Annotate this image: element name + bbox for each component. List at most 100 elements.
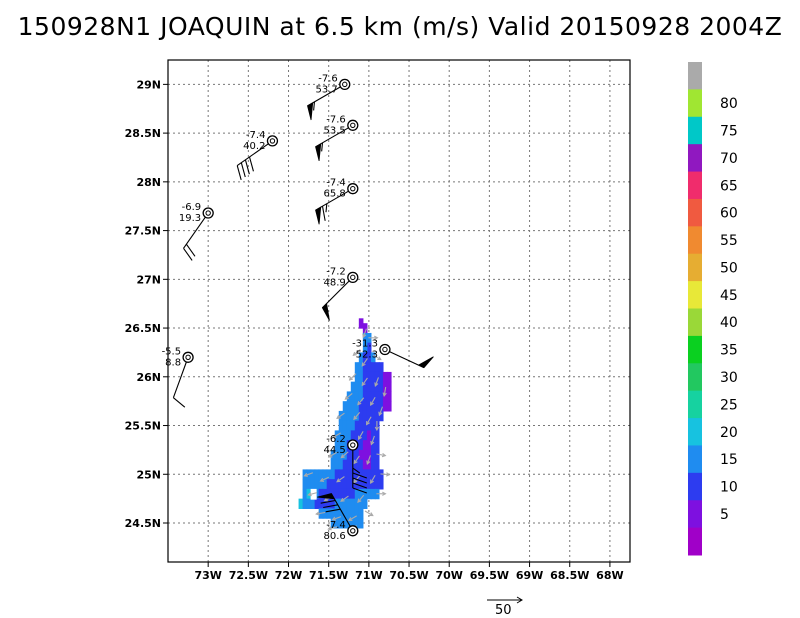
wind-field-cell [330,488,336,500]
colorbar-label: 20 [720,425,738,441]
station-circle [379,343,391,356]
station-temperature: -7.4 [246,130,266,141]
wind-field-cell [354,508,360,519]
y-tick-label: 28.5N [125,127,161,140]
x-tick-label: 70.5W [389,569,428,582]
station-dot [350,274,356,281]
colorbar-segment [688,363,702,392]
wind-field-cell [370,401,376,412]
wind-field-cell [366,449,372,461]
wind-field-cell [370,479,376,490]
wind-field-cell [354,420,360,432]
x-tick-label: 72W [275,569,302,582]
wind-field-cell [358,362,364,373]
colorbar-segment [688,171,702,200]
wind-field-arrow [308,492,318,496]
wind-field-arrow-head [370,479,374,485]
wind-barb-feather [352,487,367,494]
wind-field-cell [370,449,376,461]
wind-field-arrow [328,526,338,530]
wind-field-cell [366,352,372,363]
wind-field-arrow [370,435,375,445]
wind-field-cell [358,352,364,363]
colorbar-label: 80 [720,96,738,112]
wind-field-cell [362,342,368,354]
colorbar-segment [688,472,702,501]
wind-field-cell [358,469,364,480]
wind-field-cell [318,469,324,480]
wind-field-cell [326,479,332,490]
wind-field-arrow-head [336,414,341,420]
wind-field-cell [346,430,352,441]
wind-field-arrow-head [340,454,345,459]
wind-field-arrow [380,473,390,476]
wind-field-arrow-head [357,401,362,406]
wind-field-arrow-head [382,392,387,397]
wind-field-cell [362,459,368,470]
wind-field-cell [386,401,392,412]
wind-field-gap [310,488,317,500]
wind-barb-staff [236,143,269,167]
colorbar-label: 40 [720,315,738,331]
wind-field-cell [358,401,364,412]
colorbar-segment [688,144,702,173]
reference-arrow-head [516,596,523,604]
colorbar: 5 10 15 20 25 30 35 40 45 50 55 60 65 70 75 80 [688,62,738,556]
wind-field-arrow [370,474,376,484]
wind-field-cell [374,430,380,441]
wind-field-cell [362,420,368,432]
wind-field-cell [314,469,320,480]
wind-field-arrow [332,516,342,521]
wind-field-cell [370,440,376,451]
y-tick-label: 29N [136,78,161,91]
wind-field-cell [378,391,384,402]
station-dot [185,354,191,361]
wind-field-cell [350,420,356,432]
wind-field-cell [358,518,364,529]
y-tick-label: 28N [136,176,161,189]
wind-field-cell [354,498,360,509]
wind-field-cell [354,371,360,383]
wind-field-arrow-head [307,492,312,497]
colorbar-segment [688,308,702,337]
wind-field-cell [362,440,368,451]
wind-field-cell [330,459,336,470]
wind-field-cell [370,420,376,432]
grid-lines [168,60,630,562]
wind-field-cell [350,430,356,441]
x-tick-label: 68W [596,569,623,582]
wind-barb-feather [240,162,246,178]
wind-field-cell [314,488,320,500]
wind-field-cell [362,371,368,383]
wind-field-cell [382,371,388,383]
x-tick-label: 72.5W [229,569,268,582]
wind-field-cell [370,391,376,402]
wind-field-arrow-head [370,440,375,446]
wind-field-cell [330,508,336,519]
wind-field-cell [370,352,376,363]
station-wind-speed: 40.2 [243,141,265,152]
plot-frame [167,59,631,563]
wind-field-arrow-head [353,415,358,421]
wind-field-cell [346,410,352,422]
wind-field-arrow-head [382,491,387,496]
wind-field-cell [350,410,356,422]
wind-field-cell [342,469,348,480]
wind-barb-pennant [317,493,336,500]
reference-vector: 50 [487,596,523,618]
wind-field-arrow-head [362,333,367,339]
wind-field-cell [354,391,360,402]
wind-field-cell [362,449,368,461]
wind-barb-feather [236,165,242,181]
wind-field-arrow [364,510,374,516]
chart-title: 150928N1 JOAQUIN at 6.5 km (m/s) Valid 2… [17,12,783,41]
wind-field-cell [342,508,348,519]
wind-barb-feather [248,156,254,172]
wind-field-arrow [336,476,345,483]
wind-field-cell [342,488,348,500]
wind-field-cell [350,381,356,393]
wind-field-cell [374,469,380,480]
wind-field-cell [374,401,380,412]
wind-field-cell [378,381,384,393]
